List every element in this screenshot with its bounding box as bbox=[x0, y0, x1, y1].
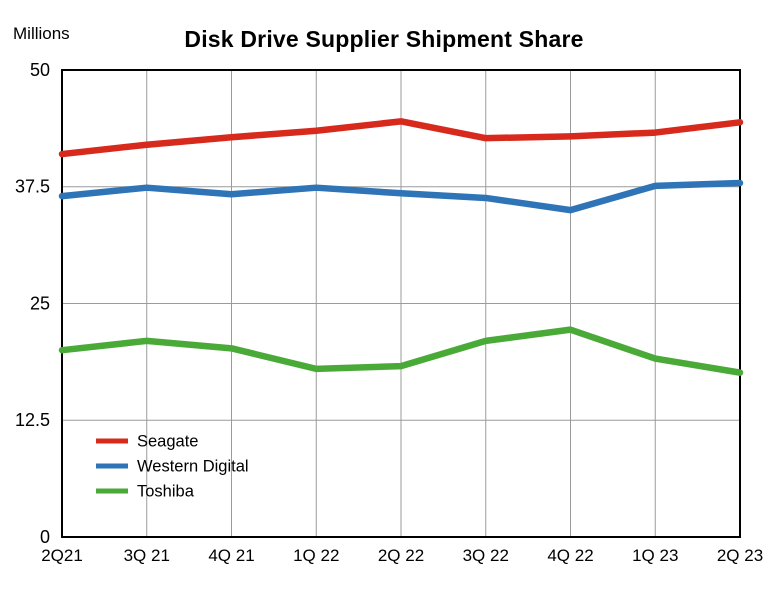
y-tick-label: 0 bbox=[40, 527, 50, 547]
plot-border bbox=[61, 69, 741, 538]
x-tick-label: 1Q 22 bbox=[293, 546, 339, 565]
x-tick-label: 2Q 23 bbox=[717, 546, 763, 565]
y-tick-label: 12.5 bbox=[15, 410, 50, 430]
x-tick-label: 1Q 23 bbox=[632, 546, 678, 565]
legend-label-toshiba: Toshiba bbox=[137, 482, 195, 500]
legend-label-seagate: Seagate bbox=[137, 432, 198, 450]
y-tick-label: 37.5 bbox=[15, 177, 50, 197]
series-line-toshiba bbox=[58, 326, 744, 376]
series-line-seagate bbox=[58, 118, 744, 158]
x-tick-label: 2Q 22 bbox=[378, 546, 424, 565]
y-axis-units-label: Millions bbox=[13, 24, 70, 43]
series-line-western-digital bbox=[58, 179, 744, 214]
x-tick-label: 4Q 21 bbox=[208, 546, 254, 565]
y-tick-label: 50 bbox=[30, 60, 50, 80]
x-tick-label: 3Q 21 bbox=[124, 546, 170, 565]
x-tick-label: 4Q 22 bbox=[547, 546, 593, 565]
x-tick-label: 2Q21 bbox=[41, 546, 83, 565]
x-tick-label: 3Q 22 bbox=[463, 546, 509, 565]
chart-title: Disk Drive Supplier Shipment Share bbox=[184, 26, 584, 52]
legend-label-western-digital: Western Digital bbox=[137, 457, 249, 475]
y-tick-label: 25 bbox=[30, 293, 50, 313]
